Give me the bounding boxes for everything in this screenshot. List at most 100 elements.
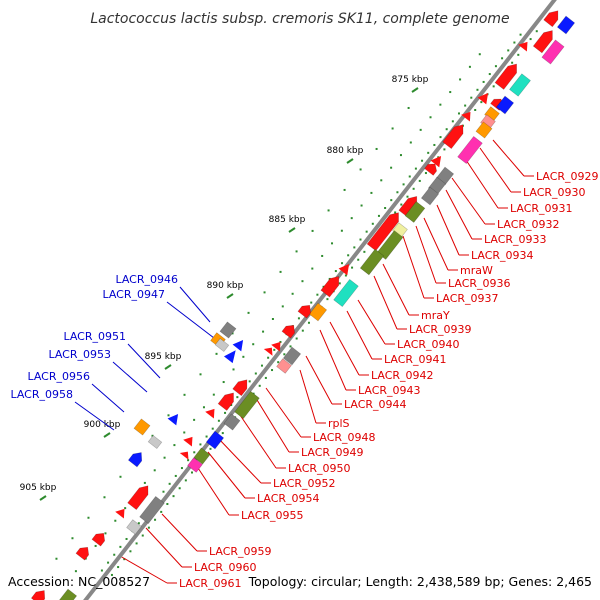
minor-tick-dot [183, 431, 186, 434]
minor-tick-dot [480, 101, 483, 104]
minor-tick-dot [400, 203, 403, 206]
minor-tick-dot [119, 475, 122, 478]
minor-tick-dot [147, 526, 150, 529]
minor-tick-dot [107, 561, 110, 564]
minor-tick-dot [377, 214, 380, 217]
gene-magenta-box [457, 135, 483, 165]
kbp-tick [39, 495, 47, 501]
minor-tick-dot [166, 503, 169, 506]
gene-blue-box [556, 15, 576, 35]
minor-tick-dot [409, 141, 412, 144]
minor-tick-dot [424, 172, 427, 175]
gene-gray-box [420, 186, 440, 206]
minor-tick-dot [262, 330, 265, 333]
leader-line [402, 235, 425, 299]
gene-red-arrow [532, 30, 553, 54]
minor-tick-dot [363, 250, 366, 253]
minor-tick-dot [254, 372, 257, 375]
minor-tick-dot [217, 419, 220, 422]
gene-red-tri [183, 436, 193, 447]
minor-tick-dot [478, 53, 481, 56]
gene-label-lacr-0947: LACR_0947 [102, 288, 165, 301]
minor-tick-dot [468, 65, 471, 68]
minor-tick-dot [501, 57, 504, 60]
minor-tick-dot [418, 179, 421, 182]
minor-tick-dot [221, 432, 224, 435]
minor-tick-dot [457, 112, 460, 115]
leader-line [265, 387, 302, 438]
minor-tick-dot [199, 443, 202, 446]
leader-line [492, 139, 525, 177]
gene-red-arrow [366, 212, 399, 252]
minor-tick-dot [419, 128, 422, 131]
gene-red-tri [338, 264, 350, 276]
gene-label-lacr-0956: LACR_0956 [27, 370, 90, 383]
minor-tick-dot [301, 329, 304, 332]
leader-line [299, 369, 317, 424]
gene-blue-tri [223, 350, 236, 364]
minor-tick-dot [311, 229, 314, 232]
leader-line [91, 383, 125, 413]
gene-label-rpls: rplS [328, 417, 350, 430]
minor-tick-dot [347, 254, 350, 257]
kbp-tick [164, 364, 172, 370]
gene-features [30, 10, 576, 600]
minor-tick-dot [205, 435, 208, 438]
minor-tick-dot [375, 147, 378, 150]
minor-tick-dot [271, 317, 274, 320]
gene-green-box [359, 248, 385, 276]
leader-line [423, 217, 449, 271]
gene-label-lacr-0960: LACR_0960 [194, 561, 257, 574]
gene-label-lacr-0958: LACR_0958 [10, 388, 73, 401]
gene-gray-box [139, 495, 165, 525]
minor-tick-dot [87, 516, 90, 519]
minor-tick-dot [344, 274, 347, 277]
minor-tick-dot [103, 496, 106, 499]
minor-tick-dot [212, 393, 215, 396]
minor-tick-dot [507, 49, 510, 52]
gene-green-box [58, 588, 78, 600]
leader-line [415, 225, 437, 284]
minor-tick-dot [160, 510, 163, 513]
minor-tick-dot [513, 41, 516, 44]
leader-line [346, 310, 373, 360]
gene-green-box [234, 390, 260, 420]
minor-tick-dot [357, 258, 360, 261]
gene-label-lacr-0948: LACR_0948 [313, 431, 376, 444]
gene-red-tri [115, 508, 125, 519]
kbp-tick [411, 87, 419, 93]
minor-tick-dot [341, 262, 344, 265]
gene-gray-box [282, 346, 302, 366]
gene-label-lacr-0937: LACR_0937 [436, 292, 499, 305]
gene-blue-tri [167, 414, 179, 426]
leader-line [329, 321, 360, 376]
minor-tick-dot [412, 187, 415, 190]
kbp-tick [103, 432, 111, 438]
leader-line [166, 301, 215, 339]
minor-tick-dot [311, 267, 314, 270]
minor-tick-dot [291, 292, 294, 295]
minor-tick-dot [365, 230, 368, 233]
accession-text: Accession: NC_008527 [8, 574, 150, 589]
leader-line [305, 355, 333, 405]
gene-blue-tri [232, 340, 244, 352]
minor-tick-dot [340, 229, 343, 232]
gene-red-tri [263, 347, 273, 356]
gene-label-lacr-0942: LACR_0942 [371, 369, 434, 382]
minor-tick-dot [71, 537, 74, 540]
minor-tick-dot [529, 38, 532, 41]
minor-tick-dot [252, 343, 255, 346]
gene-red-arrow [543, 10, 559, 28]
minor-tick-dot [351, 266, 354, 269]
leader-line [382, 263, 410, 316]
gene-red-arrow [91, 532, 106, 547]
gene-label-lacr-0952: LACR_0952 [273, 477, 336, 490]
minor-tick-dot [406, 195, 409, 198]
gene-red-arrow [75, 546, 90, 561]
gene-label-lacr-0951: LACR_0951 [63, 330, 126, 343]
minor-tick-dot [110, 573, 113, 576]
kbp-label-880-kbp: 880 kbp [327, 146, 364, 156]
minor-tick-dot [421, 159, 424, 162]
leader-line [127, 343, 161, 379]
minor-tick-dot [281, 305, 284, 308]
